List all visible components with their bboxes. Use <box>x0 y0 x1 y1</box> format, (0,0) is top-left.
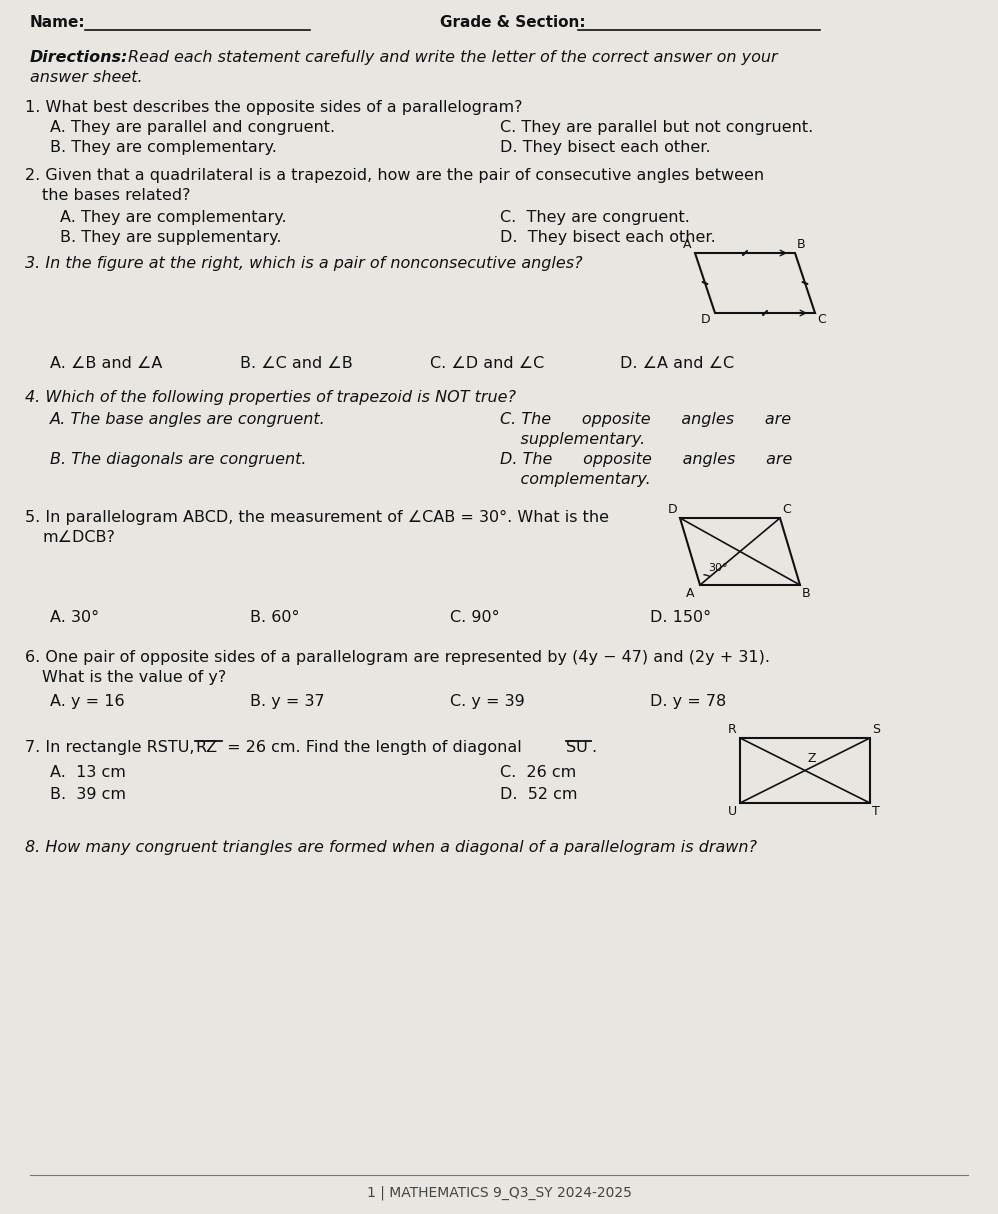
Text: Z: Z <box>808 751 816 765</box>
Text: 1 | MATHEMATICS 9_Q3_SY 2024-2025: 1 | MATHEMATICS 9_Q3_SY 2024-2025 <box>366 1185 632 1199</box>
Text: B: B <box>802 588 810 600</box>
Text: D: D <box>701 313 711 327</box>
Text: A.  13 cm: A. 13 cm <box>50 765 126 781</box>
Text: 1. What best describes the opposite sides of a parallelogram?: 1. What best describes the opposite side… <box>25 100 523 115</box>
Text: m∠DCB?: m∠DCB? <box>42 531 115 545</box>
Text: B: B <box>797 238 805 251</box>
Text: complementary.: complementary. <box>500 472 651 487</box>
Text: A. They are complementary.: A. They are complementary. <box>60 210 286 225</box>
Text: B.  39 cm: B. 39 cm <box>50 787 126 802</box>
Text: U: U <box>728 805 738 818</box>
Text: A. 30°: A. 30° <box>50 609 99 625</box>
Text: T: T <box>872 805 880 818</box>
Text: Name:: Name: <box>30 15 86 30</box>
Text: = 26 cm. Find the length of diagonal: = 26 cm. Find the length of diagonal <box>222 741 522 755</box>
Text: C.  They are congruent.: C. They are congruent. <box>500 210 690 225</box>
Text: supplementary.: supplementary. <box>500 432 646 447</box>
Text: 4. Which of the following properties of trapezoid is NOT true?: 4. Which of the following properties of … <box>25 390 516 405</box>
Text: C: C <box>817 313 825 327</box>
Text: answer sheet.: answer sheet. <box>30 70 143 85</box>
Text: C. They are parallel but not congruent.: C. They are parallel but not congruent. <box>500 120 813 135</box>
Text: C. ∠D and ∠C: C. ∠D and ∠C <box>430 356 544 371</box>
Text: D.  52 cm: D. 52 cm <box>500 787 578 802</box>
Text: A: A <box>686 588 695 600</box>
Text: 7. In rectangle RSTU,: 7. In rectangle RSTU, <box>25 741 195 755</box>
Text: SU: SU <box>566 741 588 755</box>
Text: D. The      opposite      angles      are: D. The opposite angles are <box>500 452 792 467</box>
Text: A: A <box>683 238 692 251</box>
Text: What is the value of y?: What is the value of y? <box>42 670 227 685</box>
Text: C. y = 39: C. y = 39 <box>450 694 525 709</box>
Text: R: R <box>728 724 737 736</box>
Text: the bases related?: the bases related? <box>42 188 191 203</box>
Text: B. 60°: B. 60° <box>250 609 299 625</box>
Text: B. They are supplementary.: B. They are supplementary. <box>60 229 281 245</box>
Text: RZ: RZ <box>195 741 218 755</box>
Text: C. 90°: C. 90° <box>450 609 500 625</box>
Text: A. ∠B and ∠A: A. ∠B and ∠A <box>50 356 163 371</box>
Text: Grade & Section:: Grade & Section: <box>440 15 586 30</box>
Text: S: S <box>872 724 880 736</box>
Text: 30°: 30° <box>708 563 728 573</box>
Text: 2. Given that a quadrilateral is a trapezoid, how are the pair of consecutive an: 2. Given that a quadrilateral is a trape… <box>25 168 764 183</box>
Text: 6. One pair of opposite sides of a parallelogram are represented by (4y − 47) an: 6. One pair of opposite sides of a paral… <box>25 649 770 665</box>
Text: 5. In parallelogram ABCD, the measurement of ∠CAB = 30°. What is the: 5. In parallelogram ABCD, the measuremen… <box>25 510 609 524</box>
Text: A. The base angles are congruent.: A. The base angles are congruent. <box>50 412 325 427</box>
Text: B. ∠C and ∠B: B. ∠C and ∠B <box>240 356 352 371</box>
Text: B. The diagonals are congruent.: B. The diagonals are congruent. <box>50 452 306 467</box>
Text: D. ∠A and ∠C: D. ∠A and ∠C <box>620 356 735 371</box>
Text: 8. How many congruent triangles are formed when a diagonal of a parallelogram is: 8. How many congruent triangles are form… <box>25 840 757 855</box>
Text: A. y = 16: A. y = 16 <box>50 694 125 709</box>
Text: D: D <box>668 503 678 516</box>
Text: Directions:: Directions: <box>30 50 129 66</box>
Text: D.  They bisect each other.: D. They bisect each other. <box>500 229 716 245</box>
Text: .: . <box>591 741 596 755</box>
Text: B. y = 37: B. y = 37 <box>250 694 324 709</box>
Text: D. y = 78: D. y = 78 <box>650 694 727 709</box>
Text: D. They bisect each other.: D. They bisect each other. <box>500 140 711 155</box>
Text: 3. In the figure at the right, which is a pair of nonconsecutive angles?: 3. In the figure at the right, which is … <box>25 256 583 271</box>
Text: D. 150°: D. 150° <box>650 609 712 625</box>
Text: C.  26 cm: C. 26 cm <box>500 765 576 781</box>
Text: A. They are parallel and congruent.: A. They are parallel and congruent. <box>50 120 335 135</box>
Text: C: C <box>782 503 790 516</box>
Text: B. They are complementary.: B. They are complementary. <box>50 140 276 155</box>
Text: C. The      opposite      angles      are: C. The opposite angles are <box>500 412 791 427</box>
Text: Read each statement carefully and write the letter of the correct answer on your: Read each statement carefully and write … <box>128 50 777 66</box>
